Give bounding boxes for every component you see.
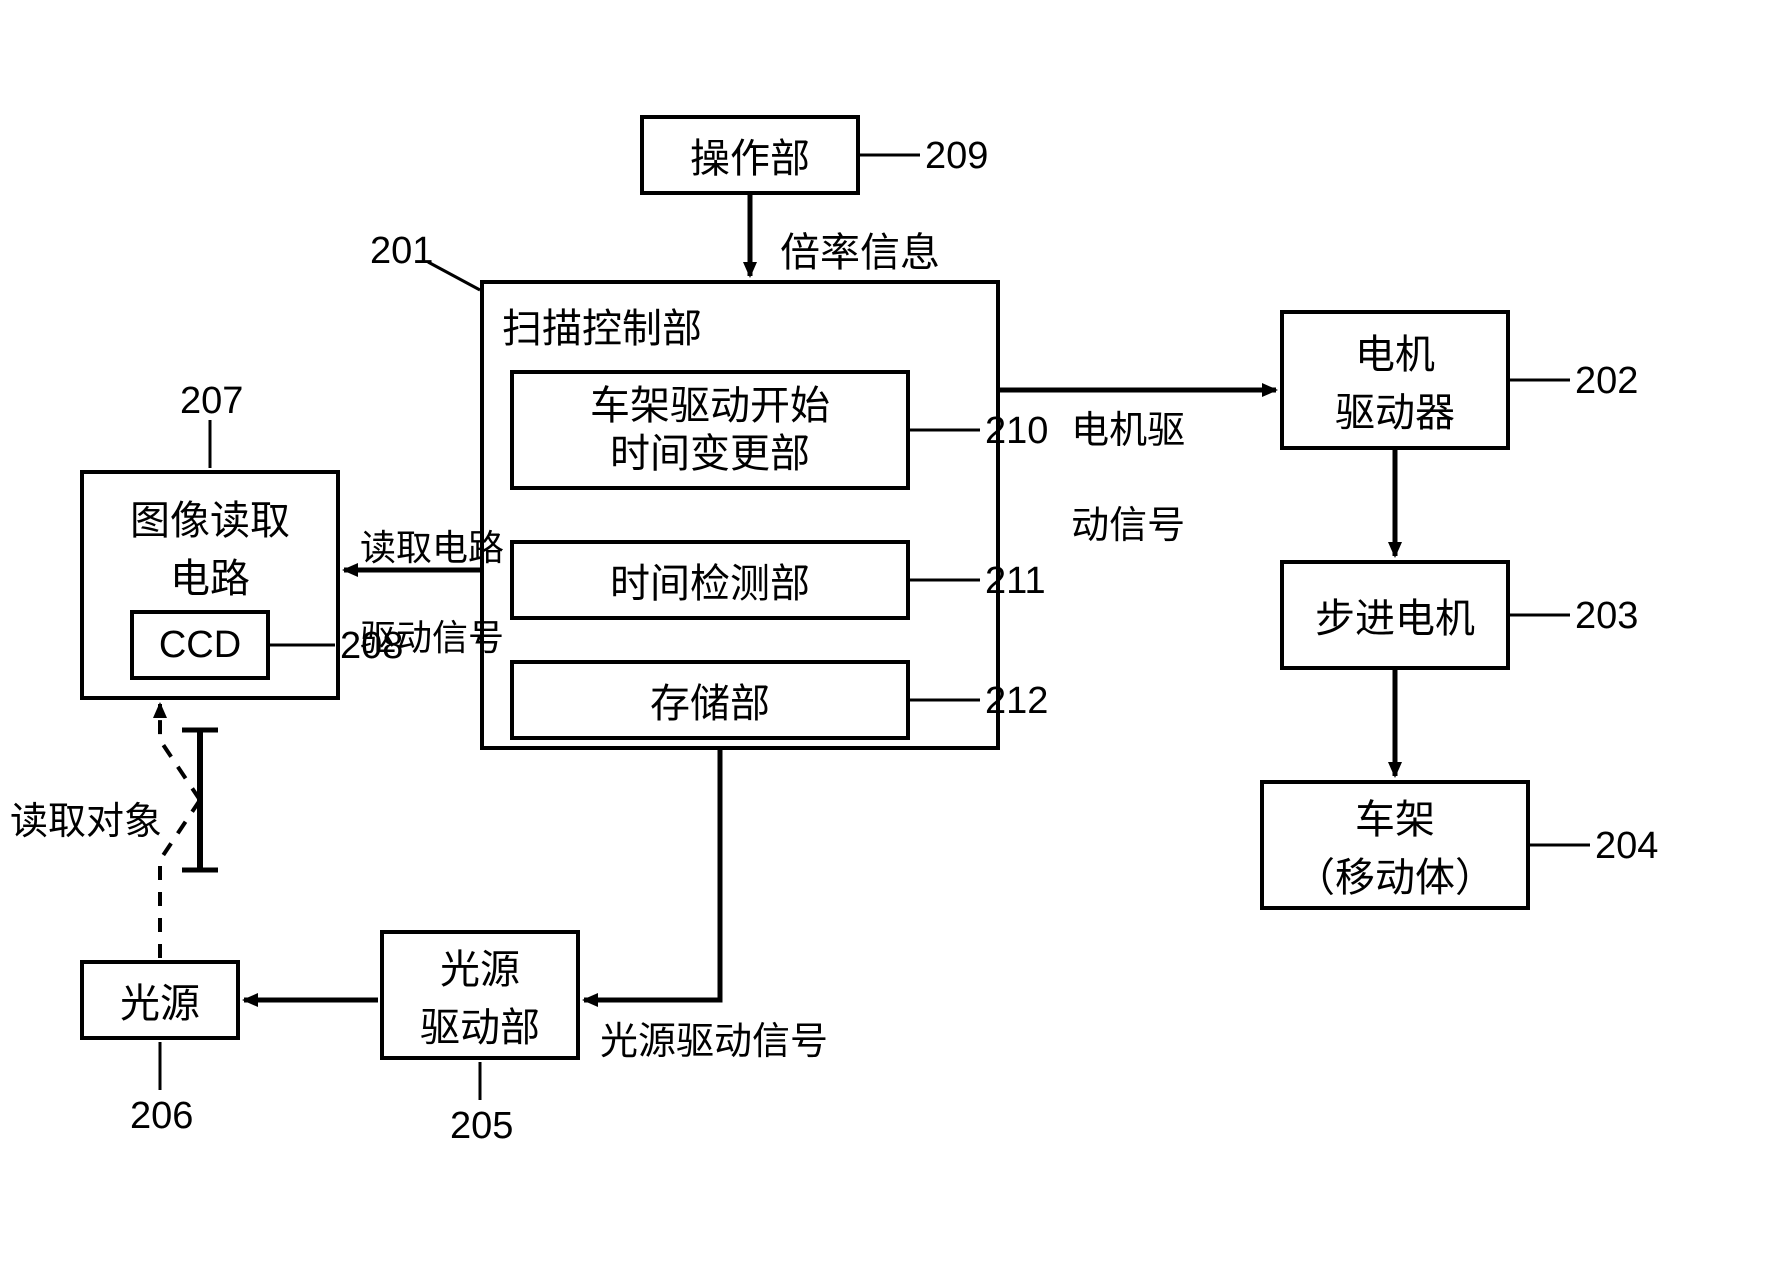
ref-206: 206 — [130, 1095, 193, 1138]
scan-control-title: 扫描控制部 — [502, 296, 702, 354]
ref-209: 209 — [925, 135, 988, 178]
magnification-info-label: 倍率信息 — [780, 220, 940, 278]
ref-211: 211 — [985, 560, 1046, 603]
carriage-line1: 车架 — [1355, 787, 1435, 845]
ref-203: 203 — [1575, 595, 1638, 638]
read-sig-line1: 读取电路 — [360, 527, 504, 568]
motor-driver-block: 电机 驱动器 — [1280, 310, 1510, 450]
image-read-line1: 图像读取 — [130, 488, 290, 546]
read-target-label: 读取对象 — [10, 790, 162, 845]
stepper-motor-label: 步进电机 — [1315, 586, 1475, 644]
ref-212: 212 — [985, 680, 1048, 723]
operation-label: 操作部 — [690, 126, 810, 184]
motor-sig-line1: 电机驱 — [1071, 410, 1185, 452]
storage-label: 存储部 — [650, 671, 770, 729]
ref-208: 208 — [340, 625, 403, 668]
carriage-line2: （移动体） — [1295, 845, 1495, 903]
frame-start-time-block: 车架驱动开始 时间变更部 — [510, 370, 910, 490]
light-drive-signal-label: 光源驱动信号 — [600, 1010, 828, 1065]
motor-drive-signal-label: 电机驱 动信号 — [1050, 360, 1185, 550]
time-detect-label: 时间检测部 — [610, 551, 810, 609]
operation-block: 操作部 — [640, 115, 860, 195]
ref-202: 202 — [1575, 360, 1638, 403]
light-source-block: 光源 — [80, 960, 240, 1040]
image-read-line2: 电路 — [170, 546, 250, 604]
time-detect-block: 时间检测部 — [510, 540, 910, 620]
motor-driver-line1: 电机 — [1355, 322, 1435, 380]
light-source-label: 光源 — [120, 971, 200, 1029]
frame-start-line1: 车架驱动开始 — [590, 382, 830, 430]
ref-204: 204 — [1595, 825, 1658, 868]
motor-driver-line2: 驱动器 — [1335, 380, 1455, 438]
carriage-block: 车架 （移动体） — [1260, 780, 1530, 910]
ccd-block: CCD — [130, 610, 270, 680]
motor-sig-line2: 动信号 — [1071, 505, 1185, 547]
stepper-motor-block: 步进电机 — [1280, 560, 1510, 670]
ref-207: 207 — [180, 380, 243, 423]
ccd-label: CCD — [159, 624, 241, 667]
frame-start-line2: 时间变更部 — [610, 430, 810, 478]
light-drv-line1: 光源 — [440, 937, 520, 995]
light-drv-line2: 驱动部 — [420, 995, 540, 1053]
ref-201: 201 — [370, 230, 433, 273]
storage-block: 存储部 — [510, 660, 910, 740]
ref-205: 205 — [450, 1105, 513, 1148]
light-source-driver-block: 光源 驱动部 — [380, 930, 580, 1060]
ref-210: 210 — [985, 410, 1048, 453]
